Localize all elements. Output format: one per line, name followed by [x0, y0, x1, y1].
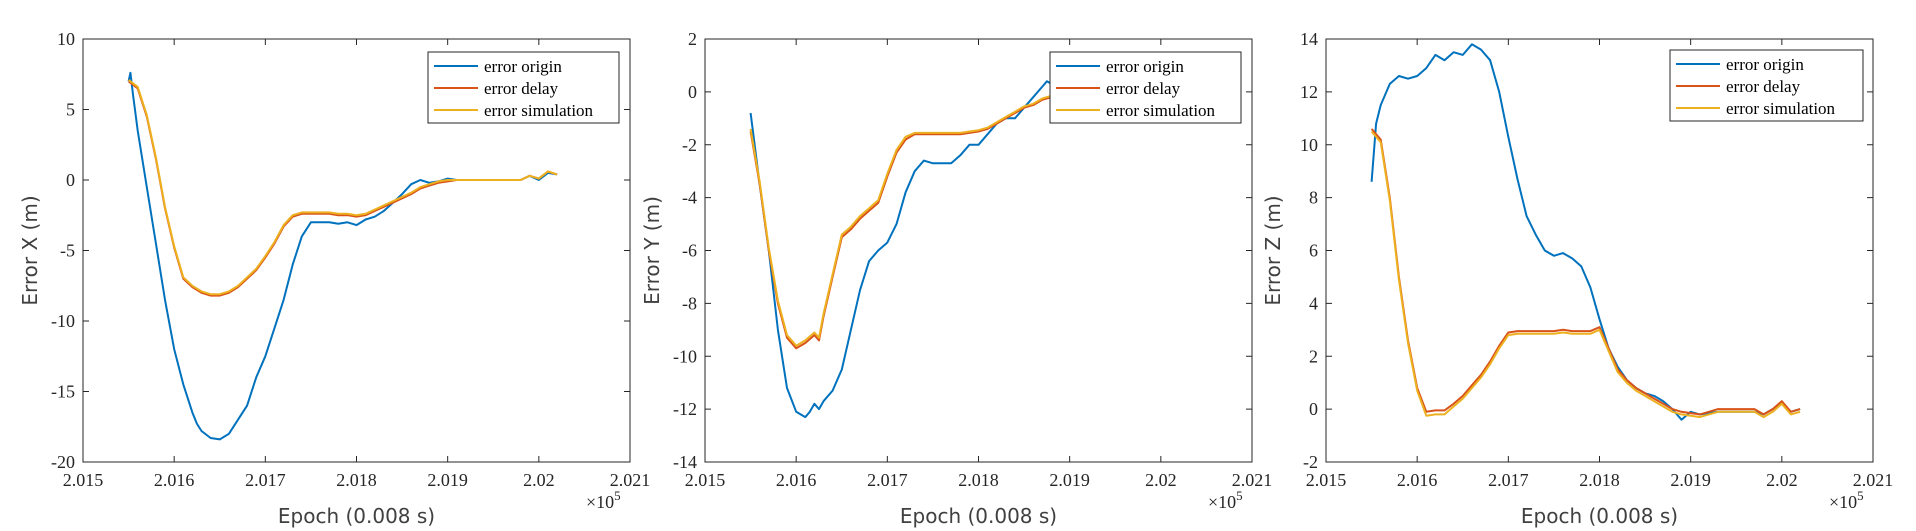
- x-tick-label: 2.019: [1049, 470, 1090, 490]
- x-tick-label: 2.02: [1766, 470, 1798, 490]
- legend-entry: error delay: [1106, 79, 1181, 98]
- y-tick-label: -10: [673, 346, 697, 366]
- y-tick-label: 12: [1300, 82, 1318, 102]
- x-tick-label: 2.016: [1397, 470, 1438, 490]
- x-multiplier-base: ×10: [1829, 492, 1857, 512]
- y-axis-label: Error X (m): [18, 195, 42, 305]
- legend-entry: error simulation: [1726, 99, 1836, 118]
- x-tick-label: 2.019: [1670, 470, 1711, 490]
- series-line-error-delay: [1370, 128, 1801, 416]
- x-tick-label: 2.02: [1145, 470, 1177, 490]
- x-axis-label: Epoch (0.008 s): [1521, 504, 1678, 528]
- y-tick-label: 4: [1309, 293, 1318, 313]
- series-line-error-simulation: [127, 79, 558, 296]
- y-tick-label: -2: [682, 135, 697, 155]
- legend-entry: error delay: [1726, 77, 1801, 96]
- y-tick-label: 2: [1309, 346, 1318, 366]
- y-tick-label: -20: [51, 452, 75, 472]
- y-tick-label: -4: [682, 188, 697, 208]
- x-tick-label: 2.018: [336, 470, 377, 490]
- x-tick-label: 2.015: [1306, 470, 1347, 490]
- x-multiplier-exponent: 5: [1236, 488, 1243, 503]
- x-multiplier-label: ×105: [1829, 488, 1864, 512]
- y-axis-label: Error Z (m): [1261, 195, 1285, 305]
- legend-entry: error origin: [1726, 55, 1804, 74]
- y-tick-label: -2: [1303, 452, 1318, 472]
- x-tick-label: 2.02: [523, 470, 555, 490]
- y-tick-label: -15: [51, 382, 75, 402]
- x-tick-label: 2.015: [63, 470, 104, 490]
- x-tick-label: 2.019: [427, 470, 468, 490]
- y-tick-label: -5: [60, 241, 75, 261]
- y-tick-label: 10: [57, 29, 75, 49]
- x-tick-label: 2.016: [154, 470, 195, 490]
- series-line-error-simulation: [1370, 130, 1801, 419]
- legend-entry: error origin: [484, 57, 562, 76]
- x-tick-label: 2.017: [867, 470, 908, 490]
- y-axis-label: Error Y (m): [640, 196, 664, 305]
- x-multiplier-base: ×10: [586, 492, 614, 512]
- x-tick-label: 2.018: [958, 470, 999, 490]
- x-multiplier-exponent: 5: [614, 488, 621, 503]
- x-tick-label: 2.017: [245, 470, 286, 490]
- y-tick-label: -8: [682, 293, 697, 313]
- x-tick-label: 2.018: [1579, 470, 1620, 490]
- y-tick-label: -6: [682, 241, 697, 261]
- x-tick-label: 2.015: [685, 470, 726, 490]
- legend-entry: error simulation: [1106, 101, 1216, 120]
- y-tick-label: 6: [1309, 241, 1318, 261]
- chart-panel-error-z: 2.015 2.016 2.017 2.018 2.019 2.02 2.021 -2 0 2 4 6…: [1261, 29, 1893, 528]
- x-multiplier-label: ×105: [586, 488, 621, 512]
- chart-panel-error-y: 2.015 2.016 2.017 2.018 2.019 2.02 2.021 -14 -12…: [640, 29, 1272, 528]
- y-tick-label: -10: [51, 311, 75, 331]
- legend: error origin error delay error simulation: [1669, 49, 1864, 122]
- y-tick-label: 2: [688, 29, 697, 49]
- legend: error origin error delay error simulation: [427, 51, 620, 124]
- legend-box: [427, 51, 620, 124]
- y-tick-label: 0: [1309, 399, 1318, 419]
- y-tick-label: -14: [673, 452, 697, 472]
- legend: error origin error delay error simulation: [1049, 51, 1242, 124]
- legend-entry: error simulation: [484, 101, 594, 120]
- x-multiplier-label: ×105: [1208, 488, 1243, 512]
- x-multiplier-exponent: 5: [1857, 488, 1864, 503]
- x-axis-label: Epoch (0.008 s): [900, 504, 1057, 528]
- chart-panel-error-x: 2.015 2.016 2.017 2.018 2.019 2.02 2.021 -20 -15…: [18, 29, 650, 528]
- x-tick-label: 2.021: [1232, 470, 1273, 490]
- y-tick-label: 0: [66, 170, 75, 190]
- legend-entry: error delay: [484, 79, 559, 98]
- y-tick-label: -12: [673, 399, 697, 419]
- y-tick-label: 0: [688, 82, 697, 102]
- x-tick-label: 2.021: [610, 470, 651, 490]
- x-tick-label: 2.016: [776, 470, 817, 490]
- x-multiplier-base: ×10: [1208, 492, 1236, 512]
- x-axis-label: Epoch (0.008 s): [278, 504, 435, 528]
- y-tick-label: 14: [1300, 29, 1318, 49]
- legend-entry: error origin: [1106, 57, 1184, 76]
- y-tick-label: 8: [1309, 188, 1318, 208]
- y-tick-label: 10: [1300, 135, 1318, 155]
- series-line-error-simulation: [749, 94, 1052, 347]
- x-tick-label: 2.017: [1488, 470, 1529, 490]
- y-tick-label: 5: [66, 100, 75, 120]
- x-tick-label: 2.021: [1853, 470, 1894, 490]
